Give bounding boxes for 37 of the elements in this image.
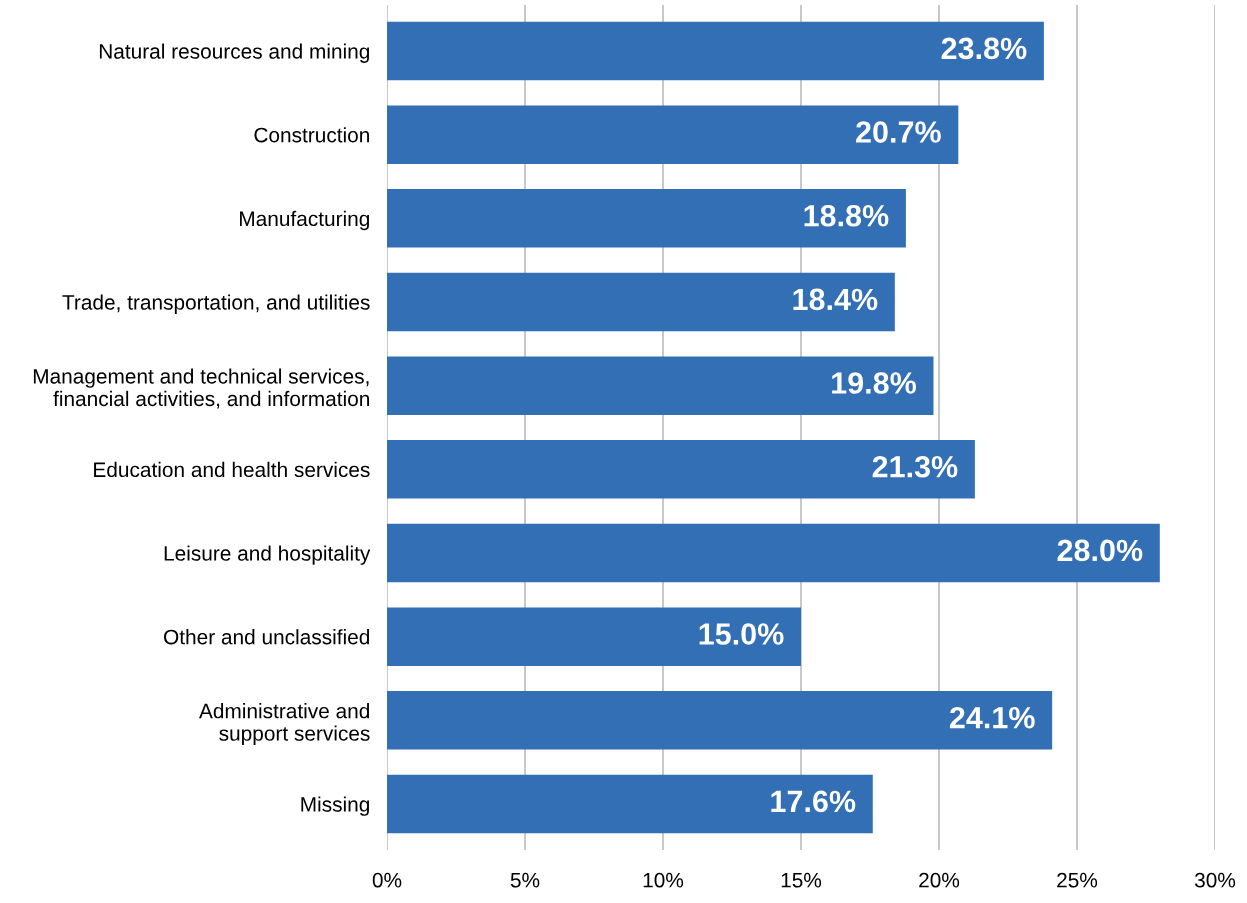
data-label: 19.8% [832,372,917,394]
x-tick-label: 30% [1194,872,1236,888]
y-tick-label: Manufacturing [240,210,369,231]
data-label: 18.4% [793,288,878,311]
bar [387,523,1160,583]
bar [387,189,906,248]
x-tick-label: 25% [1057,872,1098,888]
bar [387,272,895,332]
y-tick-label: Administrative and support services [199,703,370,745]
y-tick-label: Trade, transportation, and utilities [62,294,370,314]
data-label: 17.6% [771,790,856,813]
x-tick-label: 15% [781,872,822,888]
bar [387,21,1044,81]
data-label: 20.7% [856,121,941,143]
x-tick-label: 20% [919,872,960,888]
data-label: 15.0% [699,623,784,645]
data-label: 28.0% [1057,539,1143,562]
bar [387,774,873,834]
data-label: 18.8% [804,204,889,227]
x-tick-label: 10% [643,872,684,888]
data-label: 23.8% [941,37,1027,60]
bar [387,356,934,415]
bar [387,691,1053,750]
data-label: 21.3% [872,455,958,478]
y-tick-label: Natural resources and mining [99,43,370,63]
y-tick-label: Management and technical services, financial activities, and information [33,368,369,409]
y-tick-label: Leisure and hospitality [164,545,371,565]
bar [387,607,801,666]
y-tick-label: Other and unclassified [164,629,369,645]
y-tick-label: Missing [301,796,369,816]
bar [387,440,975,499]
y-tick-label: Education and health services [94,461,370,478]
x-tick-label: 0% [372,872,402,888]
data-label: 24.1% [949,706,1035,729]
bar [387,105,959,164]
y-tick-label: Construction [254,127,369,143]
x-tick-label: 5% [510,872,540,888]
